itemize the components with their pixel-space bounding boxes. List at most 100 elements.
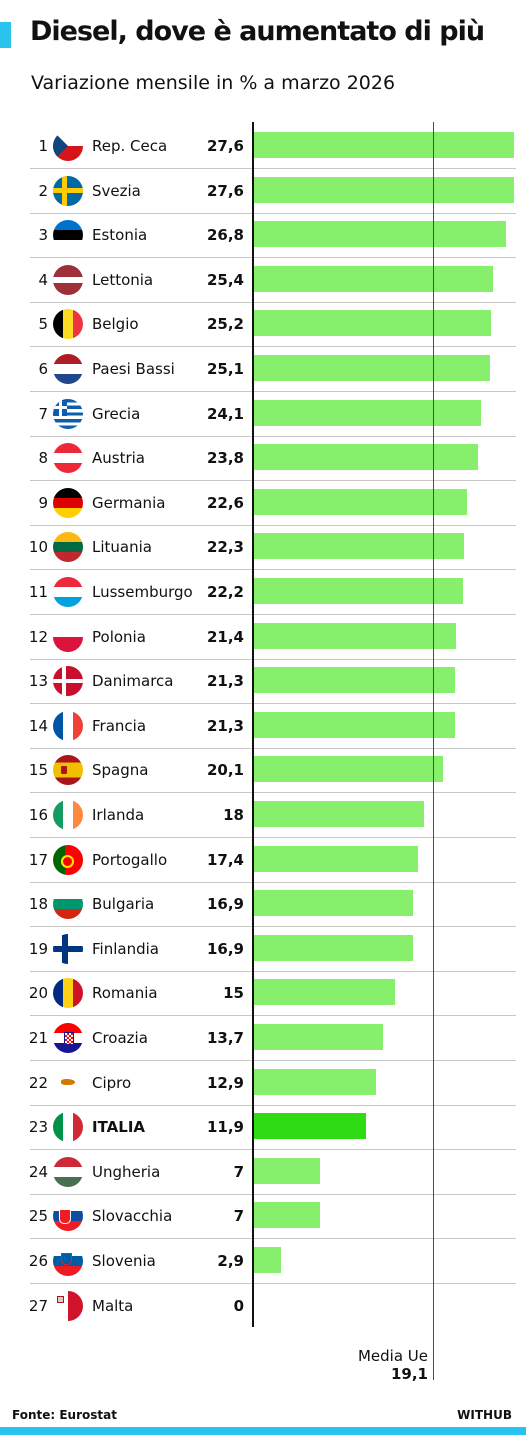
row-separator [30,1104,516,1106]
category-label: Austria [92,449,145,468]
flag-bulgaria-icon [53,889,83,920]
value-label: 21,3 [206,716,244,735]
value-label: 27,6 [206,181,244,200]
value-label: 13,7 [206,1029,244,1047]
row-separator [30,658,516,660]
chart-row: 25 Slovacchia 7 [0,1194,526,1240]
bar [254,578,464,604]
flag-italy-icon [53,1112,83,1143]
row-separator [30,435,516,437]
rank-label: 26 [28,1252,48,1270]
flag-france-icon [53,710,83,741]
rank-label: 16 [28,806,48,824]
bar [254,1024,384,1050]
chart-row: 2 Svezia 27,6 [0,169,526,214]
category-label: Germania [92,493,166,512]
row-separator [30,480,516,482]
eu-average-value: 19,1 [390,1365,428,1383]
row-separator [30,970,516,972]
row-separator [30,168,516,170]
category-label: Croazia [92,1029,148,1047]
value-label: 26,8 [206,226,244,245]
row-separator [30,1149,516,1151]
flag-netherlands-icon [53,354,83,384]
flag-ireland-icon [53,800,83,830]
flag-croatia-icon [53,1023,83,1053]
bar [254,1157,320,1184]
flag-slovakia-icon [53,1201,83,1232]
chart-subtitle: Variazione mensile in % a marzo 2026 [31,72,396,94]
value-label: 2,9 [217,1252,244,1270]
rank-label: 27 [28,1296,48,1315]
chart-row: 9 Germania 22,6 [0,481,526,526]
row-separator [30,792,516,794]
bar [254,1113,367,1140]
value-label: 23,8 [206,449,244,468]
chart-row: 1 Rep. Ceca 27,6 [0,124,526,170]
value-label: 0 [233,1296,244,1315]
category-label: Francia [92,716,147,735]
category-label: Svezia [92,181,141,200]
bar [254,801,424,827]
rank-label: 3 [38,226,48,245]
row-separator [30,1060,516,1062]
chart-row: 23 ITALIA 11,9 [0,1105,526,1151]
value-label: 17,4 [206,850,244,869]
value-label: 22,6 [206,493,244,512]
eu-average-label: Media Ue [357,1347,428,1365]
category-label: Irlanda [92,806,145,824]
rank-label: 13 [28,672,48,691]
bar [254,934,414,961]
flag-lithuania-icon [53,532,83,563]
category-label: ITALIA [92,1118,146,1137]
bar [254,890,414,917]
flag-luxembourg-icon [53,577,83,607]
value-label: 20,1 [206,761,244,780]
row-separator [30,614,516,616]
row-separator [30,1193,516,1195]
bar [254,1068,376,1095]
rank-label: 15 [28,761,48,780]
value-label: 21,3 [206,672,244,691]
chart-row: 18 Bulgaria 16,9 [0,882,526,928]
category-label: Danimarca [92,672,174,691]
row-separator [30,1238,516,1240]
bar [254,310,492,337]
rank-label: 20 [28,984,48,1003]
category-label: Spagna [92,761,149,780]
chart-row: 14 Francia 21,3 [0,704,526,749]
row-separator [30,747,516,749]
rank-label: 4 [38,270,48,289]
flag-belgium-icon [53,309,83,340]
flag-cyprus-icon [53,1067,83,1098]
bar [254,1247,282,1273]
row-separator [30,881,516,883]
bar [254,756,444,783]
flag-portugal-icon [53,844,83,875]
row-separator [30,1015,516,1017]
chart-row: 5 Belgio 25,2 [0,302,526,348]
row-separator [30,926,516,928]
chart-row: 26 Slovenia 2,9 [0,1239,526,1285]
category-label: Cipro [92,1073,132,1092]
flag-latvia-icon [53,264,83,295]
value-label: 7 [233,1207,244,1226]
rank-label: 10 [28,538,48,557]
category-label: Rep. Ceca [92,137,168,155]
value-label: 21,4 [206,627,244,646]
chart-row: 6 Paesi Bassi 25,1 [0,347,526,393]
row-separator [30,301,516,303]
category-label: Ungheria [92,1162,161,1181]
chart-row: 4 Lettonia 25,4 [0,258,526,303]
bar [254,667,455,694]
bar [254,711,455,738]
chart-row: 24 Ungheria 7 [0,1150,526,1195]
rank-label: 5 [38,315,48,334]
flag-finland-icon [53,933,83,964]
bar [254,622,456,649]
chart-row: 16 Irlanda 18 [0,793,526,839]
value-label: 25,4 [206,270,244,289]
category-label: Portogallo [92,850,168,869]
rank-label: 17 [28,850,48,869]
chart-row: 12 Polonia 21,4 [0,615,526,660]
